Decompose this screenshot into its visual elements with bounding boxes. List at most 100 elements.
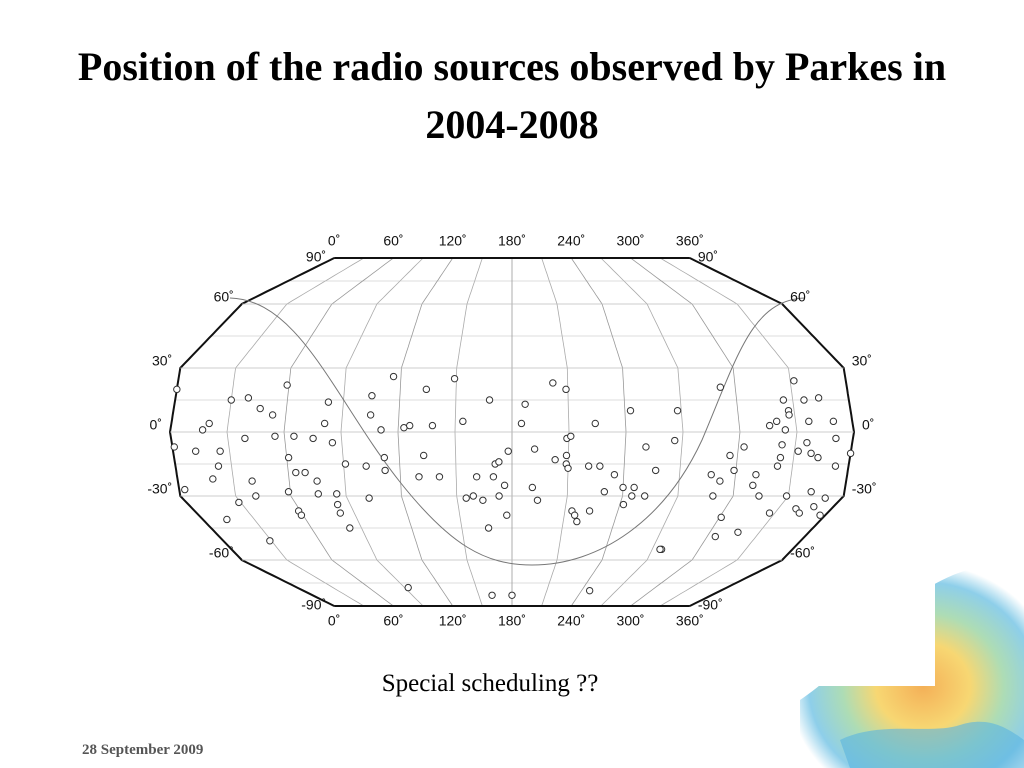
x-tick-label-bottom: 360˚: [676, 613, 704, 629]
source-point: [205, 419, 213, 428]
source-point: [488, 591, 496, 599]
source-point: [846, 449, 855, 458]
source-point: [734, 528, 742, 536]
source-point: [551, 456, 559, 464]
source-point: [504, 447, 512, 455]
source-point: [216, 447, 224, 455]
y-tick-label-right: -90˚: [698, 597, 723, 613]
source-point: [268, 411, 277, 419]
source-point: [642, 443, 650, 451]
source-point: [829, 417, 838, 426]
source-point: [435, 473, 444, 481]
source-point: [619, 483, 627, 492]
source-point: [549, 379, 557, 387]
y-tick-label-left: 30˚: [152, 353, 172, 369]
x-tick-label-bottom: 0˚: [328, 613, 340, 629]
source-point: [256, 404, 264, 413]
source-point: [521, 400, 529, 408]
source-point: [297, 511, 306, 519]
source-point: [495, 458, 503, 466]
source-point: [807, 449, 815, 458]
source-point: [472, 473, 481, 481]
source-point: [362, 462, 370, 470]
source-point: [508, 591, 516, 599]
source-point: [567, 432, 575, 440]
source-point: [707, 470, 715, 479]
source-point: [730, 466, 738, 475]
source-point: [368, 392, 376, 400]
subtitle: Special scheduling ??: [381, 670, 599, 697]
y-tick-label-left: 90˚: [306, 249, 326, 265]
source-point: [227, 396, 235, 404]
source-point: [781, 426, 790, 434]
source-point: [805, 417, 813, 426]
y-tick-label-left: -30˚: [147, 481, 172, 497]
source-point: [324, 398, 333, 406]
source-point: [776, 453, 785, 462]
source-point: [284, 488, 293, 496]
source-point: [726, 451, 734, 460]
source-point: [489, 473, 498, 481]
source-point: [584, 462, 593, 470]
x-tick-label-top: 60˚: [383, 233, 403, 249]
source-point: [428, 421, 437, 430]
source-point: [562, 451, 571, 460]
source-point: [530, 445, 539, 453]
source-point: [600, 488, 609, 496]
source-point: [244, 394, 253, 402]
x-tick-label-bottom: 180˚: [498, 613, 526, 629]
source-point: [252, 492, 260, 500]
source-point: [533, 496, 542, 504]
source-point: [284, 453, 293, 462]
source-point: [235, 498, 243, 507]
y-tick-label-right: 90˚: [698, 249, 718, 265]
source-point: [223, 515, 231, 524]
source-point: [619, 500, 628, 509]
source-point: [596, 462, 604, 470]
source-point: [500, 481, 509, 490]
source-point: [790, 377, 798, 385]
source-point: [564, 464, 572, 472]
x-tick-label-bottom: 240˚: [557, 613, 585, 629]
source-point: [320, 419, 329, 428]
source-point: [570, 511, 579, 519]
source-point: [810, 502, 818, 511]
source-point: [778, 441, 786, 449]
source-point: [313, 477, 321, 485]
source-point: [626, 406, 635, 415]
source-point: [773, 462, 782, 470]
source-point: [333, 500, 342, 509]
source-point: [404, 583, 412, 592]
source-point: [271, 432, 279, 440]
source-point: [610, 470, 619, 479]
source-point: [794, 447, 802, 455]
source-point: [803, 438, 811, 447]
date: 28 September 2009: [82, 742, 204, 758]
source-point: [336, 509, 345, 517]
source-point: [591, 419, 599, 428]
source-point: [814, 394, 823, 402]
x-tick-label-top: 360˚: [676, 233, 704, 249]
source-point: [779, 396, 788, 404]
source-point: [716, 477, 724, 485]
source-point: [765, 509, 774, 517]
source-point: [814, 453, 822, 462]
source-point: [365, 494, 373, 502]
source-point: [422, 385, 431, 394]
y-tick-label-right: -30˚: [852, 481, 877, 497]
axis-labels: 0˚ 0˚ 60˚ 60˚ 120˚ 120˚ 180˚ 180˚ 240˚ 240˚ 300˚ 30…: [147, 233, 876, 629]
source-point: [462, 494, 470, 502]
x-tick-label-top: 0˚: [328, 233, 340, 249]
source-point: [292, 468, 300, 477]
source-point: [479, 496, 487, 504]
source-point: [562, 385, 570, 394]
source-point: [415, 473, 423, 481]
x-tick-label-bottom: 300˚: [617, 613, 645, 629]
source-point: [709, 492, 717, 500]
source-point: [346, 524, 354, 532]
source-point: [309, 434, 317, 443]
source-point: [241, 434, 249, 443]
